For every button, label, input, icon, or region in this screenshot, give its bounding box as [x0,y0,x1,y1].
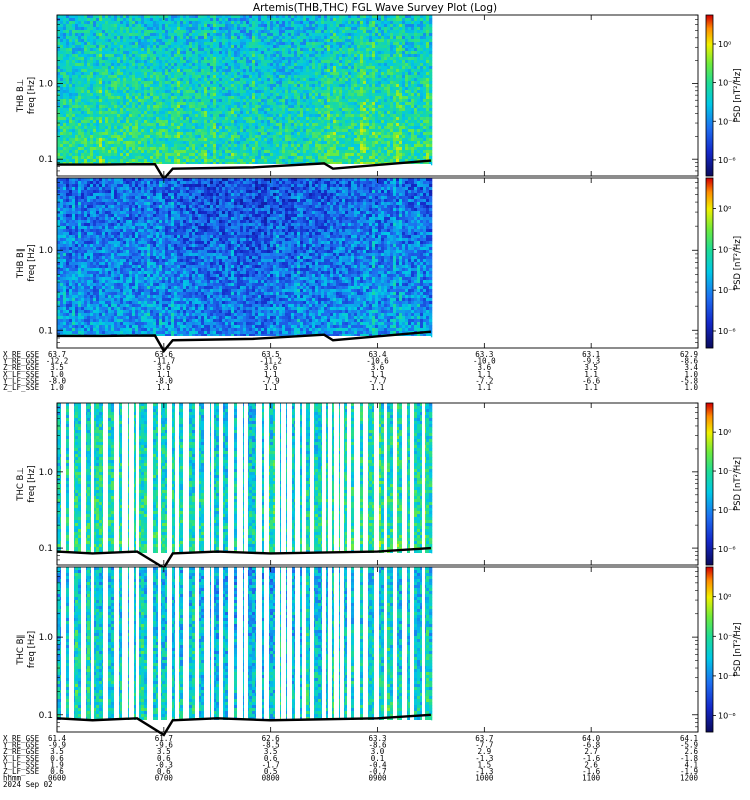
colorbar-label: PSD [nT²/Hz] [733,622,743,676]
ephemeris-value: 1200 [680,774,699,783]
y-axis-label: THC B⊥ [16,467,26,501]
spectrogram-panel-1: 0.1 1.0 THB B∥ freq [Hz] [16,178,698,351]
y-axis-label: freq [Hz] [27,244,37,281]
colorbar-tick-label: 10⁻⁶ [718,712,736,721]
ephemeris-thb: X_RE_GSEY_RE_GSEZ_RE_GSEX_LF_SSEY_LF_SSE… [3,350,698,392]
colorbar-label: PSD [nT²/Hz] [733,236,743,290]
y-axis-label: THB B∥ [16,248,26,279]
ephemeris-value: 1.1 [157,383,171,392]
y-tick-label: 1.0 [39,246,54,256]
ephemeris-row-label: Z_LF_SSE [3,383,40,392]
y-axis-label: THB B⊥ [16,79,26,113]
ephemeris-value: 1.1 [478,383,492,392]
colorbar-tick-label: 10⁻⁶ [718,156,736,165]
y-axis-label: freq [Hz] [27,631,37,668]
ephemeris-value: 1000 [475,774,494,783]
colorbar-tick-label: 10⁻⁶ [718,327,736,336]
y-axis-label: freq [Hz] [27,77,37,114]
ephemeris-value: 0800 [262,774,281,783]
y-axis-label: freq [Hz] [27,465,37,502]
ephemeris-value: 1.0 [50,383,64,392]
ephemeris-value: 1.1 [264,383,278,392]
spectrogram-panel-2: 0.1 1.0 THC B⊥ freq [Hz] [16,403,698,568]
y-tick-label: 1.0 [39,633,54,643]
spectrogram-panel-3: 0.1 1.0 THC B∥ freq [Hz] [16,567,698,735]
colorbar-tick-label: 10⁰ [718,428,731,437]
colorbar-tick-label: 10⁻⁶ [718,545,736,554]
ephemeris-row-label: 2024 Sep 02 [3,780,53,789]
spectrogram-panel-0: 0.1 1.0 THB B⊥ freq [Hz] [16,15,698,179]
y-tick-label: 0.1 [39,711,53,721]
colorbar-tick-label: 10⁰ [718,40,731,49]
y-tick-label: 0.1 [39,155,53,165]
colorbar-tick-label: 10⁰ [718,205,731,214]
y-tick-label: 0.1 [39,326,53,336]
ephemeris-thc: X_RE_GSEY_RE_GSEZ_RE_GSEX_LF_SSEY_LF_SSE… [3,734,698,789]
colorbar-label: PSD [nT²/Hz] [733,457,743,511]
y-tick-label: 1.0 [39,468,54,478]
ephemeris-value: 0600 [48,774,67,783]
y-axis-label: THC B∥ [16,634,26,665]
ephemeris-value: 1.0 [684,383,698,392]
ephemeris-value: 0700 [155,774,174,783]
y-tick-label: 0.1 [39,544,53,554]
colorbar-label: PSD [nT²/Hz] [733,68,743,122]
y-tick-label: 1.0 [39,79,54,89]
ephemeris-value: 1.1 [584,383,598,392]
ephemeris-value: 1.1 [371,383,385,392]
ephemeris-value: 1100 [582,774,601,783]
colorbar-tick-label: 10⁰ [718,593,731,602]
ephemeris-value: 0900 [368,774,387,783]
figure-title: Artemis(THB,THC) FGL Wave Survey Plot (L… [253,2,497,14]
